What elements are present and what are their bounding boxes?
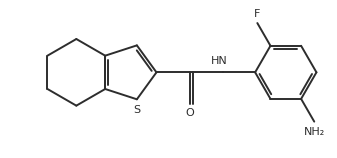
Text: S: S bbox=[133, 105, 141, 115]
Text: F: F bbox=[254, 9, 261, 19]
Text: NH₂: NH₂ bbox=[304, 127, 325, 137]
Text: HN: HN bbox=[211, 56, 227, 66]
Text: O: O bbox=[185, 108, 194, 118]
